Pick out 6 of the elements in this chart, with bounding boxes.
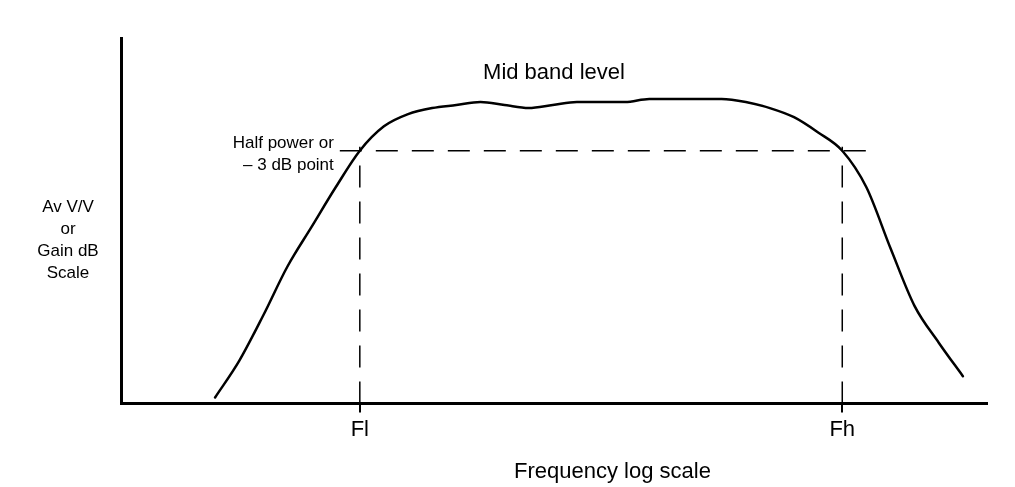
- ref-line-label: Half power or – 3 dB point: [232, 133, 335, 175]
- text: Av V/V or Gain dB Scale: [37, 197, 99, 283]
- text: Mid band level: [483, 59, 625, 85]
- x-axis-title: Frequency log scale: [513, 458, 712, 484]
- x-tick-label: Fl: [350, 415, 369, 441]
- x-tick-label: Fh: [829, 415, 856, 441]
